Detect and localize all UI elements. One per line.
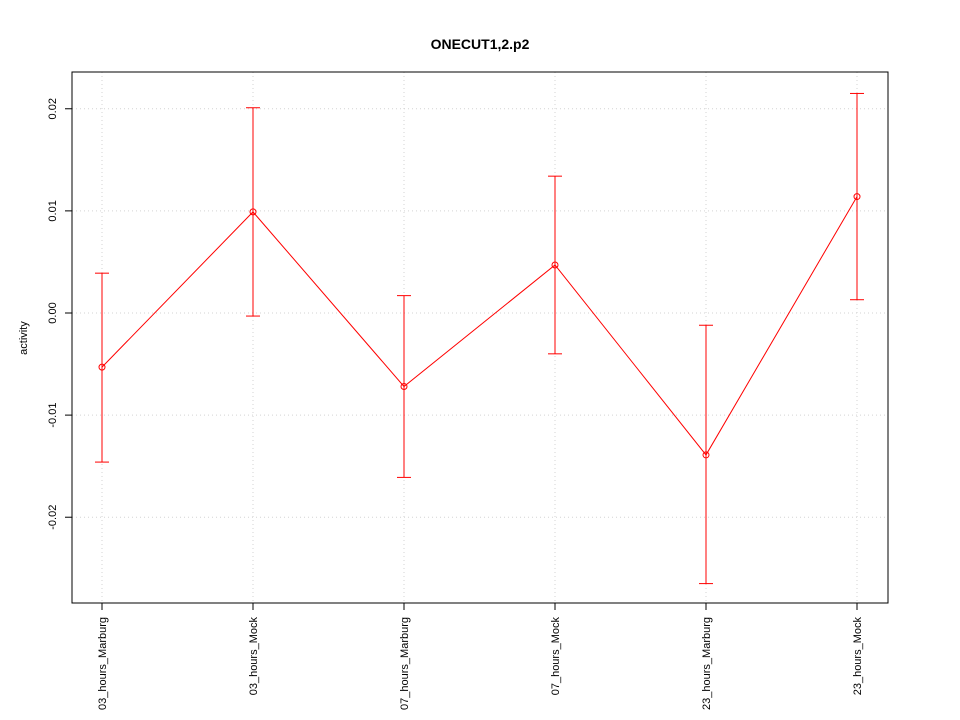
- data-point: [400, 383, 408, 391]
- data-point: [702, 451, 710, 459]
- y-tick-label: -0.01: [47, 403, 59, 428]
- x-tick-label: 07_hours_Mock: [550, 617, 562, 696]
- plot-frame: [71, 71, 889, 604]
- data-point: [249, 208, 257, 216]
- data-point: [98, 363, 106, 371]
- x-tick-label: 07_hours_Marburg: [399, 617, 411, 710]
- axes: -0.02 -0.01 0.00 0.01 0.02 03_hours_Marburg 03…: [47, 98, 864, 710]
- y-tick-label: 0.00: [47, 302, 59, 323]
- data-point: [853, 193, 861, 201]
- series: [95, 92, 864, 585]
- series-line: [101, 196, 858, 456]
- y-axis-label: activity: [18, 321, 30, 355]
- x-tick-label: 23_hours_Marburg: [701, 617, 713, 710]
- x-tick-label: 03_hours_Marburg: [97, 617, 109, 710]
- chart-title: ONECUT1,2.p2: [431, 36, 530, 52]
- grid: [72, 72, 888, 603]
- x-tick-label: 23_hours_Mock: [852, 617, 864, 696]
- x-tick-label: 03_hours_Mock: [248, 617, 260, 696]
- y-tick-label: -0.02: [47, 505, 59, 530]
- y-tick-label: 0.02: [47, 98, 59, 119]
- data-point: [551, 261, 559, 269]
- y-tick-label: 0.01: [47, 200, 59, 221]
